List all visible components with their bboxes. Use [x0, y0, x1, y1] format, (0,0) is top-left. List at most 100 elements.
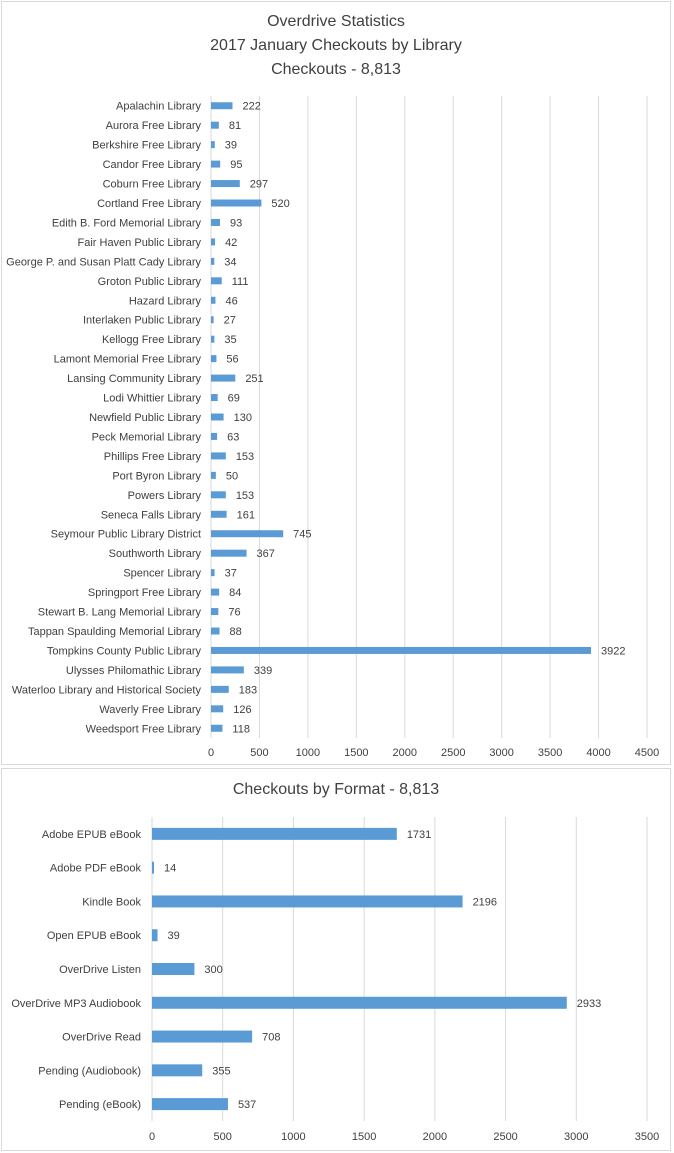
bar: [152, 963, 195, 975]
data-label: 34: [224, 256, 236, 268]
category-label: Newfield Public Library: [89, 412, 201, 424]
bar: [211, 335, 215, 343]
category-label: Cortland Free Library: [97, 198, 201, 210]
bar: [211, 199, 262, 207]
bar: [211, 471, 216, 479]
x-tick-label: 1000: [281, 1131, 305, 1143]
category-label: Phillips Free Library: [104, 451, 202, 463]
category-label: Port Byron Library: [112, 470, 201, 482]
category-label: Hazard Library: [129, 295, 202, 307]
data-label: 537: [238, 1099, 256, 1111]
data-label: 76: [228, 607, 240, 619]
data-label: 3922: [601, 645, 625, 657]
category-label: Seymour Public Library District: [51, 529, 201, 541]
category-label: Waverly Free Library: [99, 704, 201, 716]
bar: [211, 218, 221, 226]
x-tick-label: 4500: [635, 747, 659, 759]
data-label: 111: [232, 276, 249, 288]
category-label: Adobe EPUB eBook: [42, 829, 142, 841]
category-label: Candor Free Library: [103, 159, 202, 171]
category-label: George P. and Susan Platt Cady Library: [6, 256, 201, 268]
library-chart-panel: Overdrive Statistics 2017 January Checko…: [1, 1, 671, 765]
bar: [211, 296, 216, 304]
data-label: 69: [228, 393, 240, 405]
x-tick-label: 1000: [296, 747, 320, 759]
data-label: 35: [224, 334, 236, 346]
bar: [211, 160, 221, 168]
bar: [211, 238, 216, 246]
bar: [211, 394, 218, 402]
data-label: 520: [271, 198, 289, 210]
category-label: Pending (Audiobook): [38, 1065, 141, 1077]
data-label: 339: [254, 665, 272, 677]
category-label: Interlaken Public Library: [83, 315, 202, 327]
data-label: 39: [168, 930, 180, 942]
category-label: Ulysses Philomathic Library: [66, 665, 202, 677]
category-label: Lodi Whittier Library: [103, 393, 201, 405]
bar: [152, 827, 397, 840]
category-label: Pending (eBook): [59, 1099, 141, 1111]
data-label: 153: [236, 451, 254, 463]
bar: [211, 724, 223, 732]
category-label: OverDrive Read: [62, 1032, 141, 1044]
bar: [211, 316, 214, 324]
data-label: 251: [245, 373, 263, 385]
bar: [211, 510, 227, 518]
data-label: 745: [293, 529, 311, 541]
category-label: Aurora Free Library: [106, 120, 202, 132]
category-label: Stewart B. Lang Memorial Library: [38, 607, 202, 619]
category-label: Lamont Memorial Free Library: [54, 354, 202, 366]
category-label: Tappan Spaulding Memorial Library: [28, 626, 202, 638]
bar: [211, 257, 215, 265]
format-checkouts-bar-chart: 0 500 1000 1500 2000 2500 3000 3500 Adobe EPUB e…: [11, 817, 659, 1143]
category-label: Open EPUB eBook: [47, 930, 142, 942]
data-label: 183: [239, 684, 257, 696]
data-label: 93: [230, 217, 242, 229]
data-label: 2196: [473, 896, 497, 908]
bar: [211, 627, 220, 635]
data-label: 126: [233, 704, 251, 716]
x-tick-label: 3000: [564, 1131, 588, 1143]
data-label: 130: [234, 412, 252, 424]
bar: [211, 685, 229, 693]
bar: [152, 1098, 228, 1111]
category-label: Lansing Community Library: [67, 373, 201, 385]
bar: [211, 646, 591, 654]
category-label: OverDrive MP3 Audiobook: [11, 998, 141, 1010]
data-label: 39: [225, 140, 237, 152]
bar: [152, 1064, 203, 1077]
x-tick-label: 0: [208, 747, 214, 759]
data-label: 222: [243, 101, 261, 113]
bar: [211, 530, 284, 538]
data-label: 42: [225, 237, 237, 249]
bar: [211, 588, 220, 596]
category-label: Southworth Library: [109, 548, 202, 560]
data-label: 56: [226, 354, 238, 366]
category-label: Springport Free Library: [88, 587, 202, 599]
bar: [211, 569, 215, 577]
x-tick-label: 500: [214, 1131, 232, 1143]
category-label: Apalachin Library: [116, 101, 201, 113]
bar: [152, 895, 463, 908]
chart-title-line-1: Overdrive Statistics: [267, 13, 405, 30]
bar: [211, 705, 224, 713]
category-label: Groton Public Library: [98, 276, 202, 288]
bar: [211, 277, 222, 285]
x-tick-label: 0: [149, 1131, 155, 1143]
x-tick-label: 3500: [635, 1131, 659, 1143]
category-label: Tompkins County Public Library: [47, 645, 202, 657]
bar: [152, 996, 567, 1009]
data-label: 84: [229, 587, 241, 599]
data-label: 2933: [577, 998, 601, 1010]
x-tick-label: 2500: [493, 1131, 517, 1143]
bar: [211, 452, 226, 460]
data-label: 37: [225, 568, 237, 580]
x-tick-label: 1500: [344, 747, 368, 759]
bar: [211, 549, 247, 557]
x-tick-label: 2000: [393, 747, 417, 759]
category-label: Waterloo Library and Historical Society: [12, 684, 202, 696]
data-label: 88: [230, 626, 242, 638]
bar: [211, 102, 233, 110]
bar: [211, 141, 215, 149]
x-tick-label: 1500: [352, 1131, 376, 1143]
